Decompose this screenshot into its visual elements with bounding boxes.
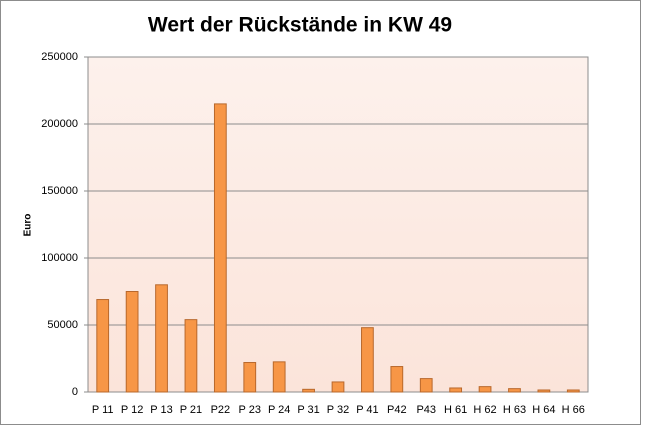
bar [243, 362, 257, 393]
bar [390, 366, 404, 393]
x-tick-label: P 41 [356, 404, 378, 416]
bar [508, 388, 521, 393]
bar [419, 378, 433, 393]
bar [125, 291, 139, 393]
x-tick-label: P 31 [297, 404, 319, 416]
y-axis-label: Euro [23, 214, 34, 237]
x-tick-label: H 63 [503, 404, 526, 416]
y-tick-label: 200000 [41, 118, 78, 130]
y-tick-label: 150000 [41, 185, 78, 197]
x-tick-label: H 61 [444, 404, 467, 416]
x-tick-label: P 21 [180, 404, 202, 416]
x-tick-label: H 66 [562, 404, 585, 416]
chart-title: Wert der Rückstände in KW 49 [148, 14, 452, 37]
x-tick-label: P 12 [121, 404, 143, 416]
bar [537, 389, 551, 393]
bar [361, 327, 374, 393]
bar [213, 103, 227, 393]
bar [272, 361, 286, 393]
x-tick-label: H 62 [473, 404, 496, 416]
x-tick-label: P42 [387, 404, 407, 416]
bar [331, 381, 345, 393]
y-tick-label: 50000 [47, 319, 78, 331]
y-tick-label: 250000 [41, 51, 78, 63]
bar [302, 388, 315, 393]
bar [566, 389, 580, 393]
bar [184, 319, 198, 393]
bar [478, 386, 492, 393]
bar [96, 299, 110, 393]
bar [155, 284, 168, 393]
x-tick-label: P 11 [92, 404, 114, 416]
x-tick-label: P 32 [327, 404, 349, 416]
x-tick-label: P 13 [150, 404, 172, 416]
plot-area [87, 56, 589, 393]
x-tick-label: P43 [416, 404, 436, 416]
bar [449, 387, 463, 393]
x-tick-label: H 64 [532, 404, 555, 416]
x-tick-label: P22 [211, 404, 231, 416]
x-tick-label: P 24 [268, 404, 290, 416]
x-tick-label: P 23 [239, 404, 261, 416]
y-tick-label: 0 [72, 386, 78, 398]
y-tick-label: 100000 [41, 252, 78, 264]
